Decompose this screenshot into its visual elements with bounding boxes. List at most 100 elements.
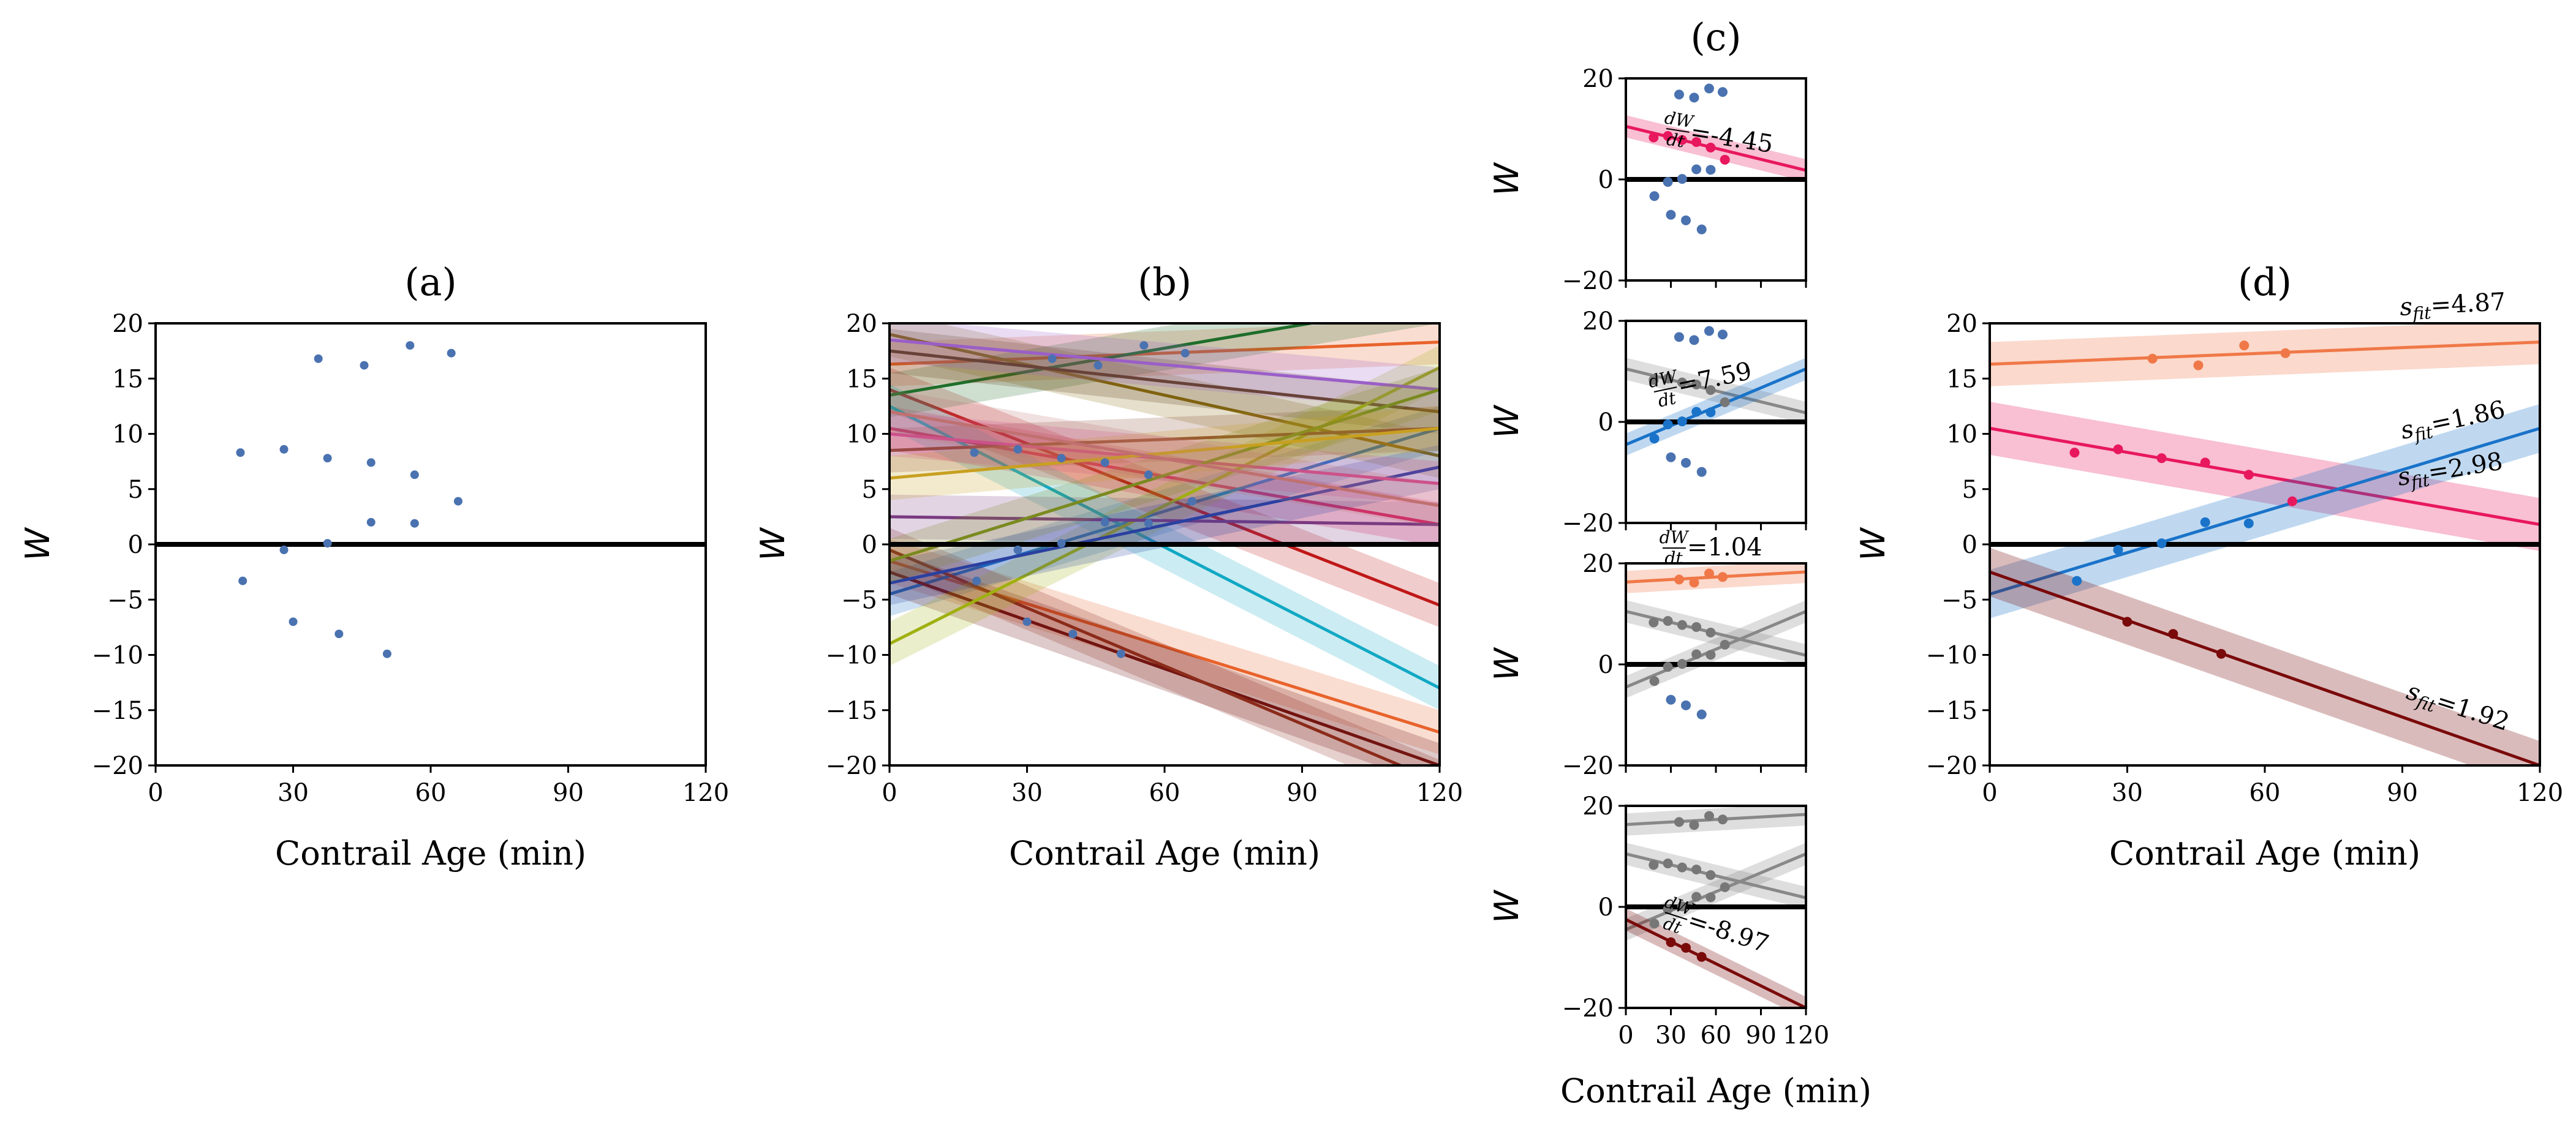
- y-tick-label: 10: [846, 421, 877, 449]
- annotation-label: sfit=4.87: [2399, 288, 2506, 325]
- y-tick-label: 0: [862, 531, 877, 559]
- gray-fit-1-line: [1626, 852, 1806, 931]
- gray-point: [1649, 676, 1660, 686]
- y-tick-label: −20: [1562, 994, 1614, 1023]
- fit-8-line: [890, 323, 1320, 397]
- gray-point: [1677, 862, 1687, 873]
- y-tick-label: 0: [1598, 166, 1614, 194]
- data-point: [1068, 629, 1078, 639]
- gray-point: [1691, 892, 1702, 902]
- annotation-fraction-bar: [1666, 128, 1690, 133]
- data-point: [1180, 348, 1190, 358]
- gray-point: [1649, 375, 1659, 385]
- plot-area: [890, 323, 1440, 765]
- gray-point: [1720, 397, 1730, 407]
- fit-5-band: [890, 527, 1440, 765]
- annotation-value: =1.04: [1687, 533, 1762, 562]
- data-point: [1100, 458, 1109, 467]
- y-tick-label: −10: [826, 642, 877, 670]
- x-tick-label: 120: [1416, 779, 1463, 807]
- y-tick-label: 20: [1582, 307, 1614, 336]
- y-axis-label: W: [1487, 162, 1526, 196]
- fit-11-line: [890, 366, 1440, 645]
- fit-point: [2200, 457, 2210, 468]
- y-tick-label: −20: [1562, 752, 1614, 780]
- x-tick-label: 30: [2112, 779, 2143, 807]
- data-point: [410, 519, 419, 528]
- fit-point: [1666, 937, 1676, 947]
- annotation-denominator: dt: [1664, 548, 1683, 568]
- y-tick-label: 0: [1962, 531, 1977, 559]
- gray-point: [1649, 860, 1659, 870]
- y-axis-label: W: [1487, 889, 1526, 923]
- y-tick-label: 5: [862, 476, 877, 504]
- gray-point: [1677, 620, 1687, 630]
- fit-point: [2072, 576, 2082, 586]
- y-tick-label: −20: [1926, 752, 1977, 780]
- fit-point: [1696, 952, 1707, 962]
- data-point: [279, 445, 289, 454]
- fit-point: [2216, 648, 2226, 659]
- annotation-numerator: dW: [1663, 108, 1696, 132]
- data-point: [1696, 709, 1707, 720]
- x-tick-label: 0: [882, 779, 897, 807]
- gray-point: [1677, 659, 1687, 669]
- gray-fit-2-line: [1626, 813, 1806, 827]
- data-point: [1681, 700, 1691, 710]
- data-point: [1681, 457, 1691, 468]
- y-tick-label: −20: [92, 752, 143, 780]
- gray-point: [1663, 374, 1673, 384]
- annotation-numerator: dW: [1660, 527, 1690, 547]
- sfit-annotation: sfit=4.87: [2399, 288, 2506, 325]
- x-axis-label: Contrail Age (min): [2109, 834, 2420, 873]
- data-point: [1144, 470, 1153, 479]
- y-tick-label: 0: [128, 531, 143, 559]
- fit-point: [1689, 577, 1699, 588]
- fit-point: [1677, 416, 1687, 427]
- fit-point: [1705, 407, 1716, 418]
- data-point: [334, 629, 344, 639]
- panel-title: (b): [1138, 260, 1192, 304]
- data-point: [289, 617, 298, 626]
- y-tick-label: 15: [112, 365, 143, 393]
- plot-area: [1626, 326, 1806, 477]
- y-tick-label: 0: [1598, 893, 1614, 922]
- y-tick-label: 0: [1598, 408, 1614, 437]
- x-tick-label: 0: [148, 779, 163, 807]
- y-tick-label: 10: [112, 421, 143, 449]
- data-point: [1666, 694, 1676, 705]
- annotation-fraction-bar: [1653, 386, 1677, 393]
- x-tick-label: 0: [1982, 779, 1997, 807]
- data-point: [314, 354, 323, 363]
- fit-4-band: [890, 550, 1440, 765]
- x-tick-label: 120: [2517, 779, 2563, 807]
- highlight-fit-band: [1626, 908, 1806, 1008]
- data-point: [1013, 445, 1022, 454]
- data-point: [1022, 617, 1032, 626]
- x-tick-label: 60: [1149, 779, 1180, 807]
- y-tick-label: 20: [112, 310, 143, 338]
- data-point: [970, 448, 979, 457]
- fit-point: [1663, 419, 1673, 430]
- gray-point: [1663, 904, 1673, 915]
- fit-14-line: [890, 426, 1440, 453]
- fit-7-line: [890, 405, 1440, 689]
- fit-point: [2168, 629, 2178, 639]
- fit-point: [1663, 131, 1673, 141]
- gray-point: [1705, 650, 1716, 660]
- y-tick-label: 20: [1582, 550, 1614, 578]
- y-axis-label: W: [754, 527, 792, 561]
- fit-12-band: [890, 323, 1440, 412]
- data-point: [1144, 519, 1153, 528]
- gray-point: [1705, 385, 1716, 396]
- panel-title: (c): [1690, 15, 1741, 59]
- fit-1-line: [1990, 427, 2540, 526]
- data-point: [453, 497, 463, 506]
- fit-point: [1677, 135, 1687, 145]
- fit-3-line: [890, 427, 1440, 596]
- gray-point: [1705, 892, 1716, 903]
- data-point: [447, 348, 456, 358]
- x-axis-label: Contrail Age (min): [1009, 834, 1320, 873]
